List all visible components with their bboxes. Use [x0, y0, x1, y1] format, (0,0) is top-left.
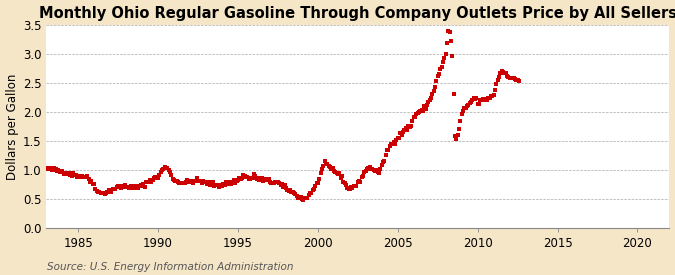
Title: Monthly Ohio Regular Gasoline Through Company Outlets Price by All Sellers: Monthly Ohio Regular Gasoline Through Co… — [39, 6, 675, 21]
Y-axis label: Dollars per Gallon: Dollars per Gallon — [5, 73, 18, 180]
Text: Source: U.S. Energy Information Administration: Source: U.S. Energy Information Administ… — [47, 262, 294, 272]
